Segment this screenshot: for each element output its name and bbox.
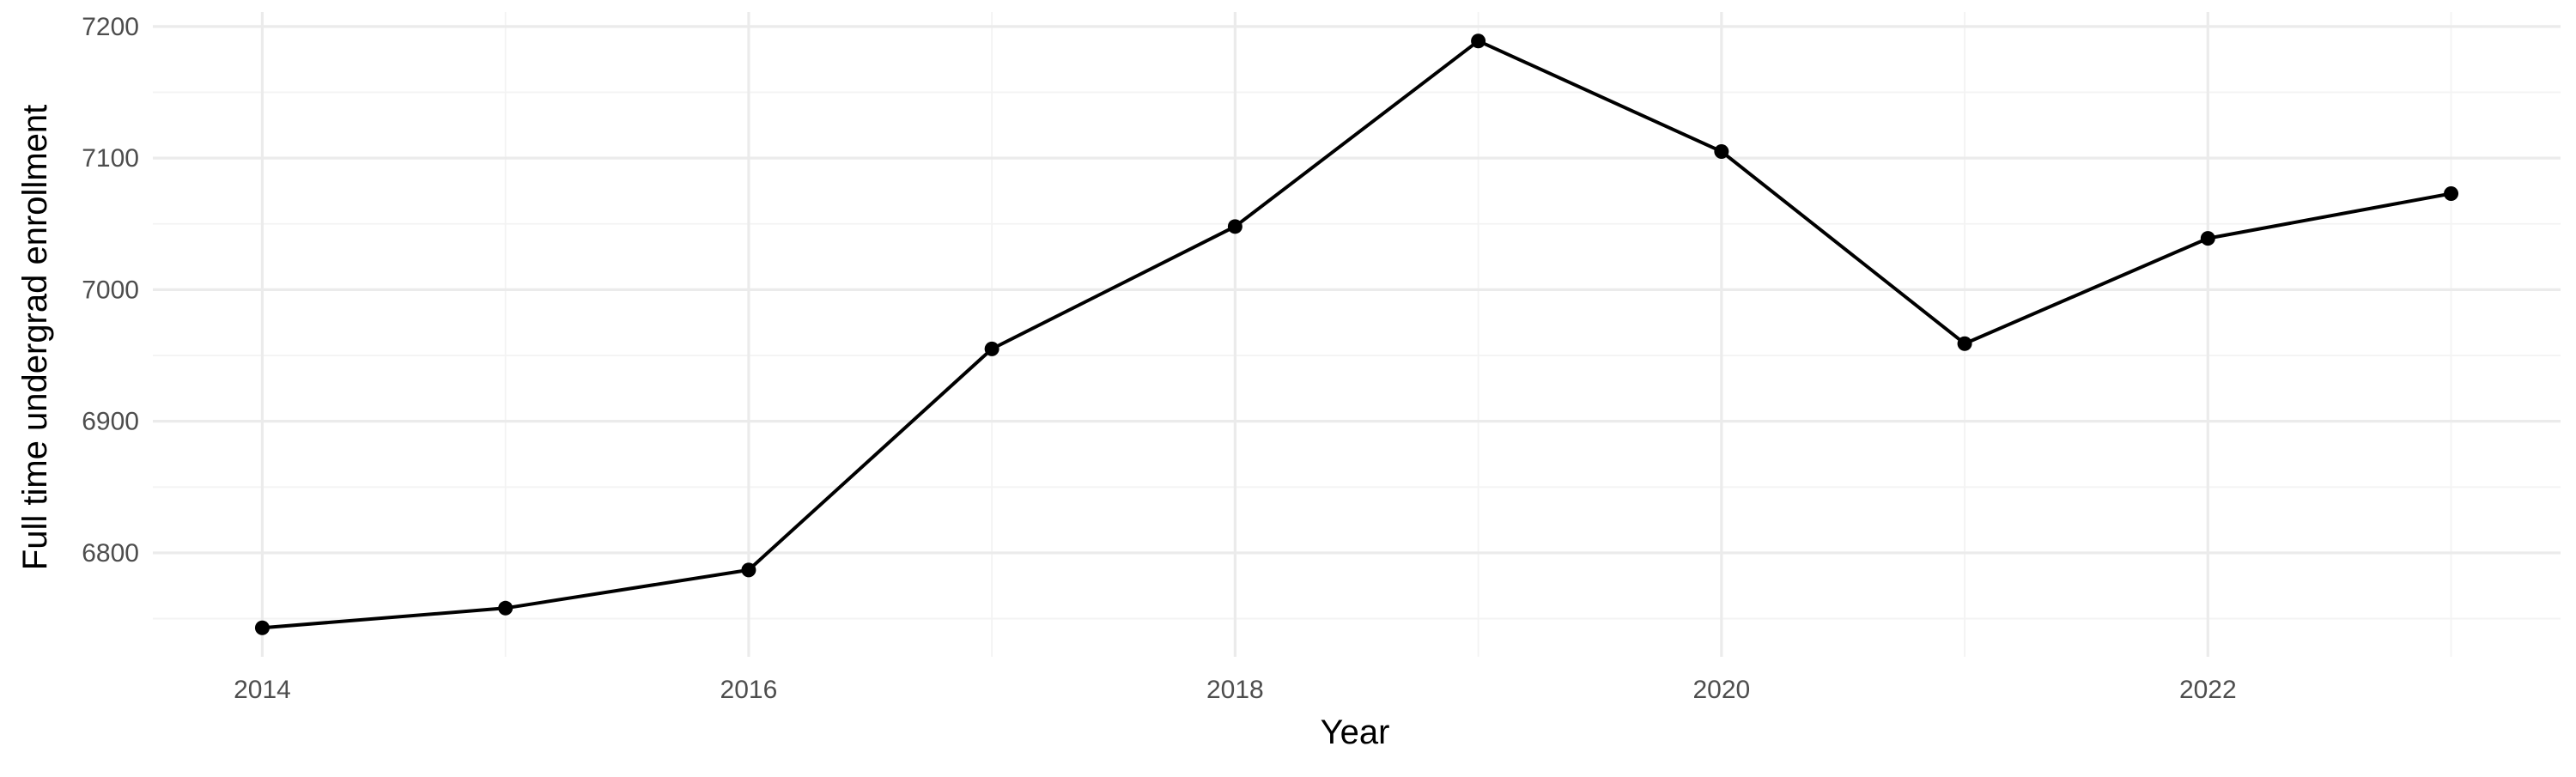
data-point <box>741 562 756 578</box>
data-point <box>1471 33 1486 49</box>
data-point <box>254 620 270 635</box>
data-point <box>984 341 999 356</box>
data-point <box>1957 336 1972 351</box>
x-axis: 2014 2016 2018 2020 2022 <box>234 676 2237 704</box>
x-tick-label: 2018 <box>1206 676 1264 704</box>
y-tick-label: 6800 <box>82 539 139 568</box>
data-point <box>1227 219 1242 234</box>
x-tick-label: 2016 <box>720 676 778 704</box>
y-tick-label: 6900 <box>82 408 139 436</box>
x-tick-label: 2022 <box>2179 676 2237 704</box>
y-tick-label: 7100 <box>82 144 139 173</box>
y-tick-label: 7200 <box>82 13 139 41</box>
series-line <box>262 39 2451 630</box>
plot-area <box>153 12 2561 657</box>
data-point <box>2200 231 2215 246</box>
y-axis-title: Full time undergrad enrollment <box>16 105 54 570</box>
series-layer <box>254 33 2459 635</box>
y-tick-label: 7000 <box>82 276 139 304</box>
y-axis: 6800 6900 7000 7100 7200 <box>82 13 139 568</box>
x-axis-title: Year <box>1321 713 1390 751</box>
x-tick-label: 2020 <box>1692 676 1750 704</box>
data-point <box>1714 143 1729 159</box>
x-tick-label: 2014 <box>234 676 291 704</box>
data-point <box>498 600 513 616</box>
minor-gridlines <box>153 12 2561 657</box>
data-point <box>2444 186 2459 202</box>
major-gridlines <box>153 12 2561 657</box>
